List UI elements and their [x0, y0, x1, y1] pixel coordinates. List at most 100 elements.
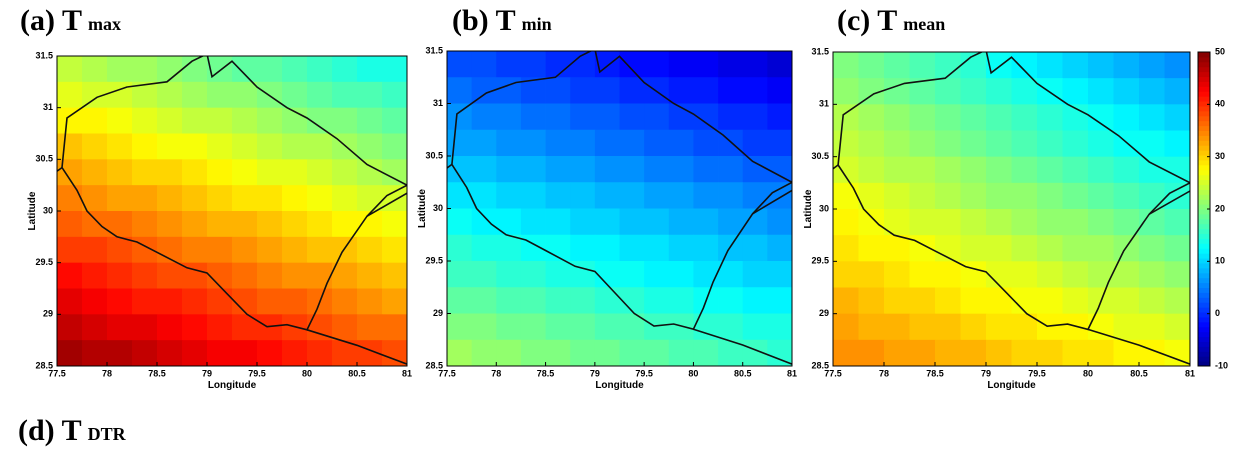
- heatmap-cell: [986, 261, 1012, 288]
- x-tick-label: 80.5: [348, 368, 366, 378]
- heatmap-cell: [718, 208, 744, 236]
- heatmap-cell: [496, 103, 522, 131]
- heatmap-cell: [619, 129, 645, 157]
- heatmap-cell: [1011, 287, 1038, 315]
- heatmap-cell: [909, 182, 936, 210]
- heatmap-cell: [307, 133, 333, 160]
- colorbar: -10 0 10 20 30 40 50: [1197, 46, 1228, 370]
- colorbar-swatch: [1198, 86, 1210, 92]
- heatmap-cell: [1088, 52, 1114, 79]
- heatmap-cell: [1037, 261, 1063, 288]
- colorbar-swatch: [1198, 71, 1210, 78]
- heatmap-cell: [232, 236, 258, 264]
- heatmap-cell: [1037, 313, 1063, 341]
- colorbar-swatch: [1198, 135, 1210, 141]
- x-tick-label: 79: [981, 368, 991, 378]
- colorbar-swatch: [1198, 272, 1210, 279]
- heatmap-cell: [742, 261, 768, 288]
- heatmap-cell: [986, 339, 1012, 366]
- heatmap-cell: [132, 56, 158, 83]
- heatmap-cell: [357, 81, 383, 109]
- heatmap-cell: [619, 156, 645, 183]
- x-tick-label: 81: [402, 368, 412, 378]
- heatmap-cell: [232, 107, 258, 134]
- heatmap-cell: [382, 133, 407, 160]
- y-tick-label: 29.5: [425, 255, 443, 265]
- colorbar-swatch: [1198, 356, 1210, 362]
- heatmap-cell: [132, 185, 158, 212]
- heatmap-cell: [357, 314, 383, 341]
- colorbar-swatch: [1198, 150, 1210, 156]
- heatmap-cell: [935, 156, 961, 184]
- heatmap-cell: [858, 287, 885, 315]
- x-tick-label: 80: [1083, 368, 1093, 378]
- heatmap-cell: [1037, 156, 1063, 184]
- heatmap-cell: [496, 182, 522, 209]
- border-line: [447, 163, 453, 170]
- heatmap-cell: [520, 156, 546, 183]
- heatmap-cell: [960, 182, 987, 210]
- heatmap-cell: [471, 129, 497, 157]
- heatmap-cell: [594, 261, 620, 288]
- border-line: [1087, 328, 1190, 365]
- colorbar-swatch: [1198, 110, 1210, 117]
- heatmap-cell: [182, 314, 208, 341]
- heatmap-cell: [57, 314, 83, 341]
- heatmap-cell: [742, 129, 768, 157]
- colorbar-swatch: [1198, 253, 1210, 259]
- heatmap-cell: [1164, 313, 1190, 341]
- colorbar-swatch: [1198, 361, 1210, 367]
- colorbar-swatch: [1198, 184, 1210, 190]
- panel: 77.5 78 78.5 79 79.5 80 80.5 81 28.5 29 29.5 30 30.5…: [20, 4, 412, 391]
- x-tick-label: 79.5: [248, 368, 266, 378]
- heatmap-cell: [718, 103, 744, 131]
- colorbar-swatch: [1198, 213, 1210, 220]
- heatmap-cell: [767, 156, 792, 183]
- heatmap-cell: [570, 77, 596, 104]
- heatmap-cell: [157, 288, 183, 315]
- heatmap-cell: [496, 339, 522, 366]
- heatmap-cell: [594, 234, 620, 262]
- colorbar-swatch: [1198, 125, 1210, 131]
- heatmap-cell: [182, 288, 208, 315]
- heatmap-cell: [496, 156, 522, 183]
- heatmap-cell: [594, 156, 620, 183]
- heatmap-cell: [1088, 78, 1114, 105]
- heatmap-cell: [767, 234, 792, 262]
- heatmap-cells: [57, 56, 407, 366]
- panel-title-subscript: max: [88, 14, 121, 34]
- heatmap-cell: [107, 288, 133, 315]
- colorbar-swatch: [1198, 233, 1210, 239]
- heatmap-cell: [132, 107, 158, 134]
- heatmap-cell: [594, 313, 620, 341]
- colorbar-swatch: [1198, 267, 1210, 274]
- heatmap-cell: [132, 262, 158, 289]
- heatmap-cell: [157, 159, 183, 186]
- heatmap-cell: [619, 182, 645, 209]
- heatmap-cell: [909, 156, 936, 184]
- heatmap-cell: [644, 103, 670, 131]
- heatmap-cell: [57, 288, 83, 315]
- heatmap-cell: [1011, 182, 1038, 210]
- heatmap-cell: [447, 261, 473, 288]
- heatmap-cell: [357, 133, 383, 160]
- x-tick-label: 78: [491, 368, 501, 378]
- heatmap-cell: [447, 234, 473, 262]
- heatmap-cell: [447, 51, 473, 78]
- heatmap-cell: [107, 133, 133, 160]
- heatmap-cell: [471, 208, 497, 236]
- heatmap-cell: [935, 209, 961, 236]
- heatmap-cell: [1113, 235, 1140, 262]
- heatmap-cell: [182, 133, 208, 160]
- colorbar-swatch: [1198, 66, 1210, 73]
- heatmap-cell: [545, 313, 571, 341]
- heatmap-cell: [742, 103, 768, 131]
- heatmap-cell: [644, 129, 670, 157]
- heatmap-cell: [1139, 182, 1165, 210]
- heatmap-cell: [471, 182, 497, 209]
- heatmap-cell: [257, 262, 283, 289]
- panel: 77.5 78 78.5 79 79.5 80 80.5 81 28.5 29 29.5 30 30.5…: [417, 4, 797, 391]
- heatmap-cell: [282, 185, 308, 212]
- heatmap-cell: [282, 81, 308, 109]
- colorbar-swatch: [1198, 209, 1210, 215]
